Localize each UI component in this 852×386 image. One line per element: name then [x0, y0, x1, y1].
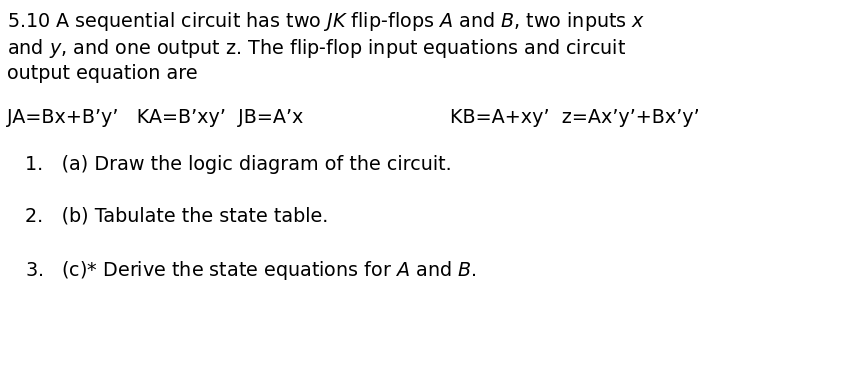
- Text: and $\it{y}$, and one output z. The flip-flop input equations and circuit: and $\it{y}$, and one output z. The flip…: [7, 37, 625, 60]
- Text: 5.10 A sequential circuit has two $\it{JK}$ flip-flops $\it{A}$ and $\it{B}$, tw: 5.10 A sequential circuit has two $\it{J…: [7, 10, 645, 33]
- Text: 2.   (b) Tabulate the state table.: 2. (b) Tabulate the state table.: [25, 207, 328, 226]
- Text: output equation are: output equation are: [7, 64, 198, 83]
- Text: KB=A+xy’  z=Ax’y’+Bx’y’: KB=A+xy’ z=Ax’y’+Bx’y’: [449, 108, 699, 127]
- Text: 3.   (c)* Derive the state equations for $\it{A}$ and $\it{B}$.: 3. (c)* Derive the state equations for $…: [25, 259, 476, 282]
- Text: 1.   (a) Draw the logic diagram of the circuit.: 1. (a) Draw the logic diagram of the cir…: [25, 155, 452, 174]
- Text: JA=Bx+B’y’   KA=B’xy’  JB=A’x: JA=Bx+B’y’ KA=B’xy’ JB=A’x: [7, 108, 303, 127]
